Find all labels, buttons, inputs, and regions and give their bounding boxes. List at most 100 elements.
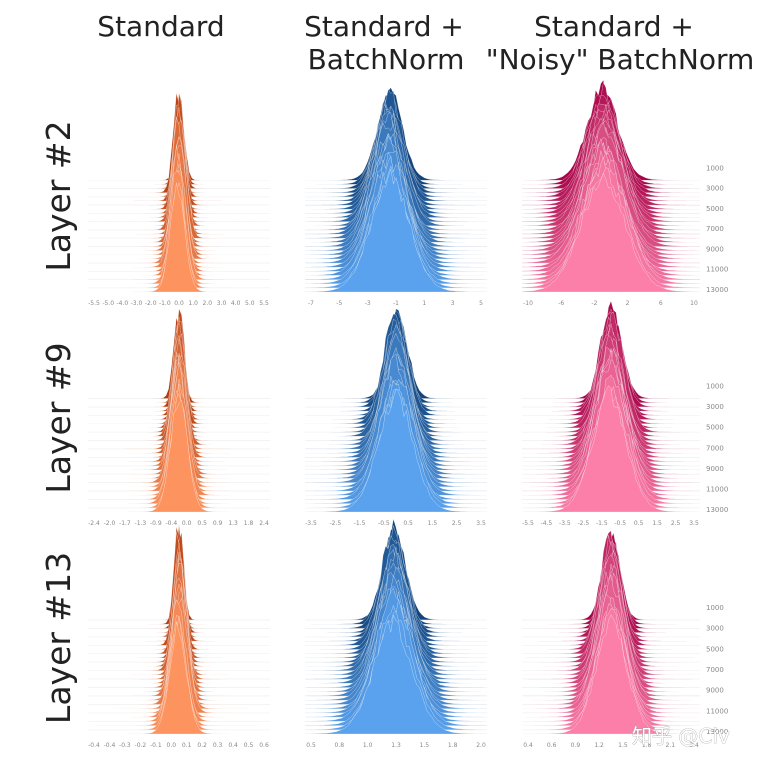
x-tick-label: 3.5	[476, 520, 486, 527]
x-tick-label: -2	[591, 300, 597, 307]
x-tick-label: -5.5	[88, 300, 100, 307]
step-label: 3000	[706, 185, 724, 193]
panel-2-3: -5.5 -4.5 -3.5 -2.5 -1.5 -0.5 0.5 1.5 2.5 3.5 1000…	[521, 300, 728, 527]
column-titles: Standard Standard + BatchNorm Standard +…	[97, 10, 754, 76]
x-tick-label: -5	[336, 300, 342, 307]
x-tick-label: -1.0	[159, 300, 171, 307]
x-tick-label: 0.3	[213, 742, 223, 749]
row-title-layer-2: Layer #2	[39, 120, 78, 271]
column-title-batchnorm-line1: Standard +	[304, 10, 464, 43]
x-tick-label: -0.5	[614, 520, 626, 527]
x-tick-label: 0.9	[213, 520, 223, 527]
row-title-layer-13: Layer #13	[39, 552, 78, 724]
x-tick-label: 5	[479, 300, 483, 307]
x-tick-label: 2.1	[666, 742, 676, 749]
x-tick-label: 5.0	[245, 300, 255, 307]
x-tick-label: 1.3	[391, 742, 401, 749]
panel-1-2: -7 -5 -3 -1 1 3 5	[304, 87, 488, 307]
x-tick-label: 0.4	[523, 742, 533, 749]
x-tick-label: -1.7	[119, 520, 131, 527]
column-title-standard: Standard	[97, 10, 224, 43]
panel-3-1: -0.4 -0.4 -0.3 -0.2 -0.1 0.0 0.1 0.2 0.3 0.4 0.5 0.…	[88, 523, 270, 749]
x-tick-label: 1.0	[363, 742, 373, 749]
step-label: 13000	[706, 286, 728, 294]
x-tick-label: 1.5	[618, 742, 628, 749]
x-tick-label: -4.0	[116, 300, 128, 307]
x-tick-label: -0.4	[165, 520, 177, 527]
step-label: 7000	[706, 444, 724, 452]
x-tick-label: 0.4	[228, 742, 238, 749]
distribution-slice	[88, 399, 270, 513]
x-tick-label: -7	[308, 300, 314, 307]
x-tick-label: 1.0	[188, 300, 198, 307]
distribution-slice	[521, 614, 701, 735]
x-tick-label: 2.5	[671, 520, 681, 527]
distribution-slice	[304, 614, 488, 735]
x-tick-label: 0.0	[167, 742, 177, 749]
x-tick-label: 3.0	[217, 300, 227, 307]
x-tick-label: -1.5	[596, 520, 608, 527]
distribution-slice	[304, 168, 488, 293]
x-tick-label: 1.5	[428, 520, 438, 527]
x-tick-label: 2.4	[259, 520, 269, 527]
x-tick-label: -5.5	[522, 520, 534, 527]
x-tick-label: -1.5	[354, 520, 366, 527]
x-tick-label: 3	[451, 300, 455, 307]
x-tick-label: 0.5	[244, 742, 254, 749]
x-tick-label: -2.5	[329, 520, 341, 527]
x-tick-label: -0.1	[150, 742, 162, 749]
step-label: 11000	[706, 707, 728, 715]
x-tick-label: 1.2	[594, 742, 604, 749]
x-tick-label: 2.5	[452, 520, 462, 527]
x-tick-label: 2.4	[689, 742, 699, 749]
x-tick-label: 0.8	[335, 742, 345, 749]
column-title-noisy-line1: Standard +	[534, 10, 694, 43]
x-tick-label: 0.5	[306, 742, 316, 749]
x-tick-label: 4.0	[231, 300, 241, 307]
x-tick-label: -0.3	[119, 742, 131, 749]
step-label: 1000	[706, 604, 724, 612]
step-label: 1000	[706, 164, 724, 172]
column-title-noisy-line2: "Noisy" BatchNorm	[486, 43, 755, 76]
x-tick-label: 0.5	[403, 520, 413, 527]
row-title-layer-9: Layer #9	[39, 342, 78, 493]
x-tick-label: 0.2	[197, 742, 207, 749]
x-tick-label: -0.2	[135, 742, 147, 749]
distribution-slice	[521, 385, 701, 513]
x-tick-label: 0.5	[197, 520, 207, 527]
step-label: 9000	[706, 465, 724, 473]
x-tick-label: -10	[523, 300, 533, 307]
x-tick-label: 1.8	[244, 520, 254, 527]
x-tick-label: -5.0	[102, 300, 114, 307]
x-tick-label: 1.5	[420, 742, 430, 749]
step-label: 11000	[706, 485, 728, 493]
panel-3-3: 0.4 0.6 0.9 1.2 1.5 1.8 2.1 2.4 1000 3000 5000 7000…	[521, 530, 728, 749]
column-title-batchnorm-line2: BatchNorm	[308, 43, 465, 76]
x-tick-label: -2.4	[88, 520, 100, 527]
x-tick-label: 0.0	[174, 300, 184, 307]
x-tick-label: -3.5	[559, 520, 571, 527]
x-tick-label: 5.5	[259, 300, 269, 307]
x-tick-label: -3	[365, 300, 371, 307]
step-label: 9000	[706, 687, 724, 695]
step-label: 7000	[706, 666, 724, 674]
panel-2-1: -2.4 -2.0 -1.7 -1.3 -0.9 -0.4 0.0 0.5 0.9 1.3 1.8 2…	[88, 308, 270, 527]
x-tick-label: -2.0	[145, 300, 157, 307]
x-tick-label: 6	[659, 300, 663, 307]
x-tick-label: 1.8	[448, 742, 458, 749]
x-tick-label: 1	[422, 300, 426, 307]
panel-2-2: -3.5 -2.5 -1.5 -0.5 0.5 1.5 2.5 3.5	[304, 308, 488, 527]
x-tick-label: -1.3	[135, 520, 147, 527]
x-tick-label: -0.9	[150, 520, 162, 527]
x-tick-label: -1	[393, 300, 399, 307]
step-label: 1000	[706, 383, 724, 391]
row-titles: Layer #2 Layer #9 Layer #13	[39, 120, 78, 724]
x-tick-label: -2.0	[104, 520, 116, 527]
x-tick-label: -0.4	[104, 742, 116, 749]
step-label: 5000	[706, 645, 724, 653]
x-tick-label: -2.5	[577, 520, 589, 527]
x-tick-label: -0.4	[88, 742, 100, 749]
panel-3-2: 0.5 0.8 1.0 1.3 1.5 1.8 2.0	[304, 518, 488, 749]
x-tick-label: -6	[558, 300, 564, 307]
